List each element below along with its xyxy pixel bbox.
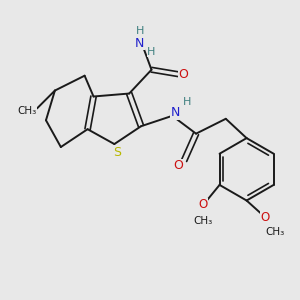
Text: H: H	[135, 26, 144, 36]
Text: H: H	[183, 98, 191, 107]
Text: CH₃: CH₃	[265, 227, 284, 237]
Text: O: O	[198, 198, 207, 211]
Text: CH₃: CH₃	[17, 106, 36, 116]
Text: O: O	[178, 68, 188, 81]
Text: S: S	[113, 146, 121, 159]
Text: O: O	[173, 159, 183, 172]
Text: N: N	[171, 106, 180, 119]
Text: H: H	[147, 47, 156, 57]
Text: O: O	[260, 211, 270, 224]
Text: CH₃: CH₃	[194, 216, 213, 226]
Text: N: N	[135, 37, 144, 50]
